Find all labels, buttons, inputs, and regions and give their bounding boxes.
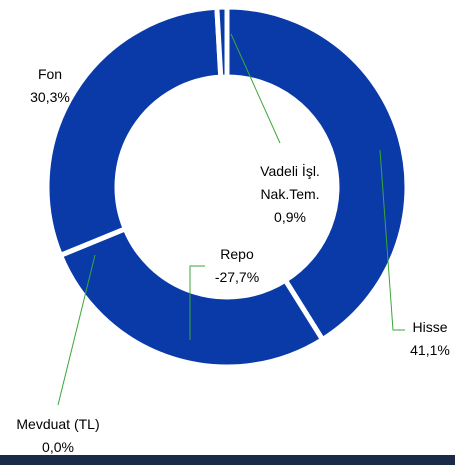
value-label: 30,3% bbox=[30, 89, 70, 105]
category-label: Mevduat (TL) bbox=[16, 416, 100, 432]
leader-line bbox=[57, 254, 96, 406]
category-label: Fon bbox=[37, 66, 63, 82]
slice-label: Hisse 41,1% bbox=[400, 316, 455, 362]
slice-label: Vadeli İşl. Nak.Tem. 0,9% bbox=[245, 160, 335, 229]
category-label: Hisse bbox=[412, 319, 448, 335]
category-label: Repo bbox=[220, 246, 254, 262]
value-label: -27,7% bbox=[214, 269, 260, 285]
value-label: 41,1% bbox=[410, 342, 450, 358]
bottom-bar bbox=[0, 455, 455, 465]
slice bbox=[44, 4, 224, 259]
leader-line bbox=[189, 265, 205, 340]
slice-label: Repo -27,7% bbox=[197, 243, 277, 289]
slice bbox=[224, 4, 410, 344]
slice-label: Mevduat (TL) 0,0% bbox=[0, 413, 118, 459]
leader-line bbox=[379, 149, 405, 331]
category-label: Vadeli İşl. Nak.Tem. bbox=[260, 163, 320, 202]
slice bbox=[57, 225, 326, 370]
value-label: 0,0% bbox=[42, 439, 74, 455]
leader-line bbox=[230, 33, 281, 144]
slice-label: Fon 30,3% bbox=[20, 63, 80, 109]
value-label: 0,9% bbox=[274, 209, 306, 225]
